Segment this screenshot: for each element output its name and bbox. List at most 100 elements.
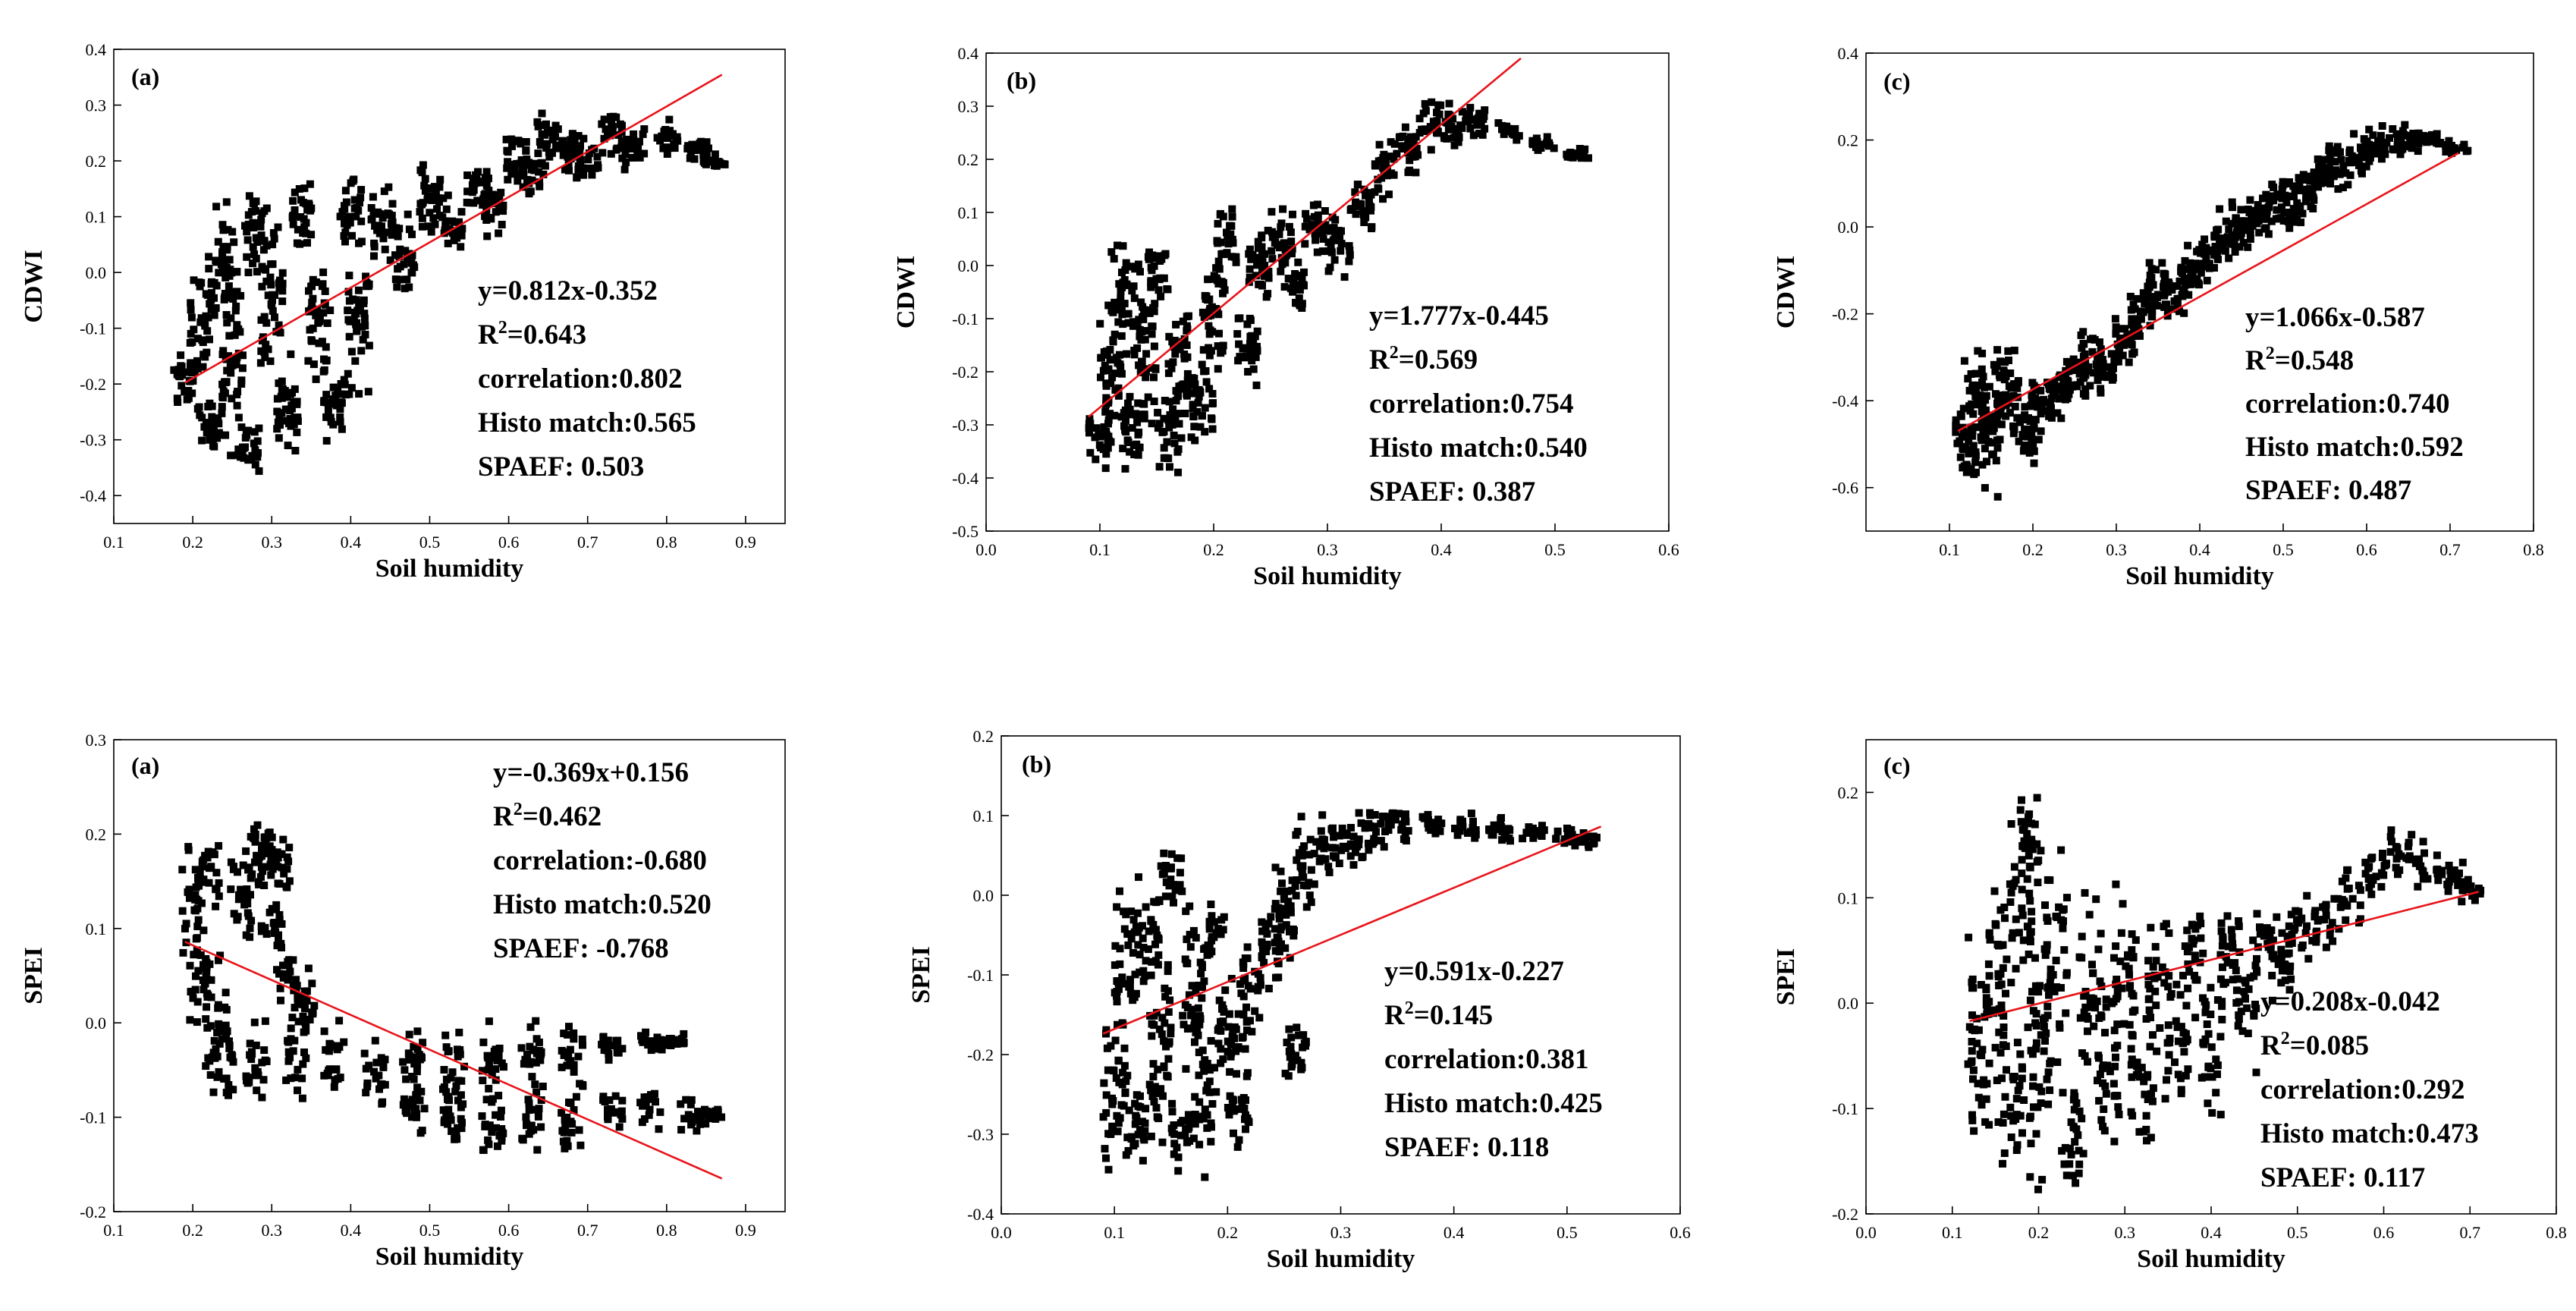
scatter-point	[2263, 213, 2271, 222]
scatter-point	[2268, 971, 2276, 979]
scatter-point	[186, 1016, 194, 1024]
scatter-point	[2014, 377, 2022, 385]
scatter-point	[1218, 347, 1227, 355]
scatter-point	[2362, 162, 2370, 171]
scatter-point	[357, 217, 366, 225]
scatter-point	[2228, 219, 2236, 228]
scatter-point	[614, 1036, 622, 1045]
scatter-point	[1314, 218, 1322, 226]
scatter-point	[423, 196, 432, 204]
scatter-point	[2234, 1022, 2242, 1030]
scatter-point	[1978, 436, 1986, 445]
scatter-point	[218, 267, 227, 275]
scatter-point	[306, 180, 314, 188]
scatter-point	[1236, 353, 1244, 361]
scatter-point	[580, 171, 587, 179]
scatter-point	[1113, 903, 1121, 911]
scatter-point	[470, 199, 478, 207]
scatter-point	[567, 1099, 575, 1107]
scatter-point	[1200, 977, 1208, 986]
scatter-point	[1111, 298, 1119, 307]
scatter-point	[608, 119, 616, 127]
scatter-point	[421, 187, 429, 195]
scatter-point	[447, 1074, 455, 1082]
scatter-point	[1194, 1004, 1202, 1012]
scatter-point	[283, 393, 291, 401]
scatter-point	[1472, 831, 1480, 839]
scatter-point	[1280, 909, 1288, 917]
scatter-point	[2183, 948, 2191, 956]
scatter-point	[388, 229, 396, 237]
scatter-point	[1117, 1101, 1126, 1109]
scatter-point	[227, 858, 235, 866]
scatter-point	[260, 237, 269, 245]
scatter-point	[233, 288, 241, 296]
scatter-point	[1237, 989, 1246, 998]
scatter-point	[291, 447, 300, 454]
scatter-point	[2026, 930, 2034, 938]
scatter-point	[525, 161, 533, 169]
scatter-point	[288, 1014, 297, 1022]
scatter-point	[1993, 492, 2002, 501]
scatter-point	[1211, 1064, 1218, 1072]
scatter-point	[1205, 322, 1213, 330]
scatter-point	[1126, 392, 1134, 401]
scatter-point	[527, 165, 536, 174]
scatter-point	[2099, 367, 2107, 376]
scatter-point	[1210, 272, 1218, 280]
scatter-point	[2066, 1160, 2074, 1168]
scatter-point	[1328, 844, 1337, 852]
scatter-point	[2073, 382, 2081, 391]
y-tick-label: 0.0	[86, 1014, 107, 1033]
scatter-point	[1372, 828, 1380, 836]
scatter-point	[2160, 923, 2168, 931]
scatter-point	[481, 1122, 489, 1130]
scatter-point	[2122, 962, 2130, 970]
scatter-point	[190, 325, 198, 334]
scatter-point	[1435, 110, 1444, 118]
scatter-point	[2195, 246, 2204, 254]
scatter-point	[1151, 364, 1160, 373]
scatter-point	[605, 1056, 613, 1064]
scatter-point	[274, 223, 282, 231]
scatter-point	[457, 1091, 465, 1099]
scatter-point	[2278, 967, 2286, 975]
scatter-point	[1147, 1132, 1155, 1140]
scatter-point	[2120, 1020, 2128, 1028]
scatter-point	[1150, 1098, 1158, 1106]
scatter-point	[1243, 320, 1252, 329]
x-tick-label: 0.8	[656, 533, 677, 552]
scatter-point	[1982, 1001, 1990, 1009]
scatter-point	[454, 1045, 461, 1054]
scatter-point	[2255, 228, 2263, 237]
scatter-point	[444, 1120, 452, 1128]
scatter-point	[593, 152, 602, 161]
scatter-point	[307, 282, 316, 291]
scatter-point	[198, 863, 206, 871]
scatter-point	[287, 1024, 295, 1033]
scatter-point	[2277, 214, 2285, 222]
scatter-point	[1298, 1064, 1306, 1072]
scatter-point	[1120, 1044, 1129, 1052]
scatter-point	[353, 307, 362, 315]
scatter-point	[2241, 995, 2249, 1003]
scatter-point	[1357, 819, 1365, 827]
scatter-point	[1167, 1023, 1175, 1032]
scatter-point	[2088, 1003, 2096, 1011]
scatter-point	[2216, 975, 2225, 983]
x-tick-label: 0.2	[182, 533, 203, 552]
scatter-point	[1400, 814, 1409, 822]
scatter-point	[1581, 145, 1589, 153]
scatter-point	[2181, 256, 2189, 265]
scatter-point	[1337, 240, 1346, 248]
scatter-point	[2213, 1061, 2222, 1070]
scatter-point	[294, 1017, 303, 1026]
scatter-point	[199, 986, 208, 994]
scatter-point	[284, 1048, 293, 1056]
scatter-point	[531, 1080, 539, 1089]
scatter-point	[1968, 1011, 1976, 1020]
scatter-point	[255, 467, 263, 475]
scatter-point	[1114, 318, 1123, 326]
scatter-point	[1129, 916, 1138, 924]
scatter-point	[1195, 1115, 1204, 1124]
